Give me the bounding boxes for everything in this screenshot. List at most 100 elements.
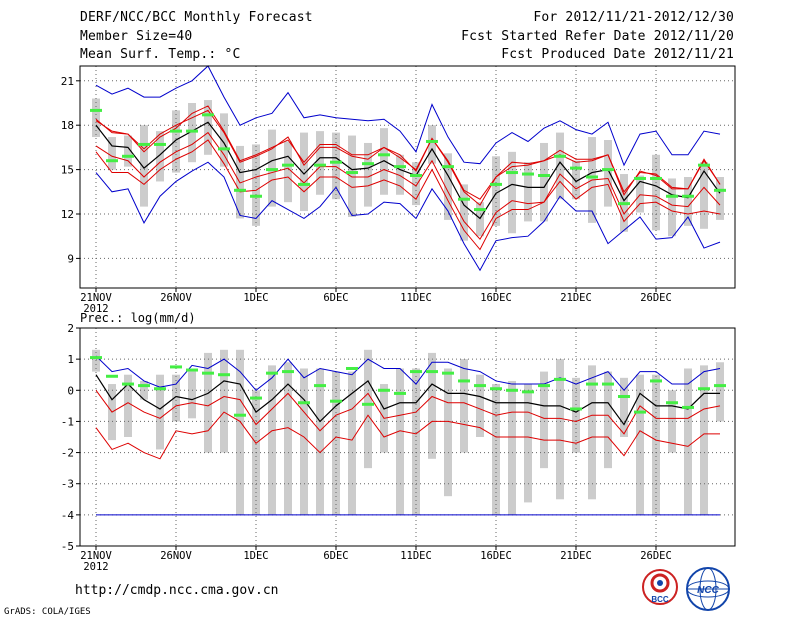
temp-spread-bar — [172, 110, 180, 173]
temp-obs-tick — [410, 174, 422, 178]
prec-obs-tick — [602, 382, 614, 386]
prec-spread-bar — [220, 349, 228, 453]
prec-spread-bar — [332, 371, 340, 515]
temp-spread-bar — [332, 132, 340, 200]
temp-spread-bar — [364, 142, 372, 207]
prec-obs-tick — [394, 391, 406, 395]
prec-spread-bar — [412, 368, 420, 515]
prec-spread-bar — [236, 349, 244, 515]
temp-xtick-year: 2012 — [83, 303, 108, 315]
temp-ytick-label: 9 — [67, 252, 74, 265]
temp-obs-tick — [378, 153, 390, 157]
temp-obs-tick — [522, 172, 534, 176]
temp-obs-tick — [138, 142, 150, 146]
prec-ytick-label: -1 — [61, 415, 74, 428]
prec-spread-bar — [620, 377, 628, 437]
temp-spread-bar — [252, 144, 260, 226]
prec-spread-bar — [572, 377, 580, 453]
prec-obs-tick — [378, 388, 390, 392]
prec-obs-tick — [122, 382, 134, 386]
temp-spread-bar — [444, 153, 452, 220]
temp-obs-tick — [362, 162, 374, 166]
prec-obs-tick — [282, 370, 294, 374]
prec-spread-bar — [524, 384, 532, 503]
temp-obs-tick — [330, 160, 342, 164]
temp-spread-bar — [348, 135, 356, 217]
temp-obs-tick — [218, 147, 230, 151]
temp-spread-bar — [204, 100, 212, 155]
prec-obs-tick — [570, 407, 582, 411]
prec-obs-tick — [250, 396, 262, 400]
prec-series-mean — [95, 374, 720, 426]
temp-spread-bar — [108, 137, 116, 170]
temp-obs-tick — [298, 182, 310, 186]
prec-spread-bar — [588, 365, 596, 500]
temp-ytick-label: 15 — [61, 164, 74, 177]
prec-ytick-label: 0 — [67, 384, 74, 397]
prec-obs-tick — [442, 371, 454, 375]
prec-spread-bar — [396, 368, 404, 515]
prec-obs-tick — [90, 356, 102, 360]
temp-obs-tick — [682, 194, 694, 198]
bcc-logo: BCC — [642, 569, 678, 605]
prec-spread-bar — [172, 374, 180, 422]
prec-xtick-label: 21NOV — [80, 550, 112, 562]
prec-spread-bar — [188, 371, 196, 419]
prec-ytick-label: -2 — [61, 447, 74, 460]
bcc-logo-text: BCC — [651, 595, 669, 604]
prec-obs-tick — [218, 373, 230, 377]
temp-obs-tick — [346, 171, 358, 175]
prec-obs-tick — [314, 384, 326, 388]
prec-spread-bar — [556, 359, 564, 500]
temp-spread-bar — [316, 131, 324, 195]
temp-obs-tick — [186, 129, 198, 133]
temp-xtick-label: 21DEC — [560, 292, 592, 304]
prec-obs-tick — [618, 395, 630, 399]
temp-obs-tick — [250, 194, 262, 198]
temp-series-mean — [95, 121, 721, 220]
temp-spread-bar — [540, 142, 548, 222]
temp-spread-bar — [684, 177, 692, 226]
prec-spread-bar — [348, 371, 356, 515]
prec-series-max — [95, 355, 721, 392]
temp-obs-tick — [506, 171, 518, 175]
prec-obs-tick — [410, 370, 422, 374]
temp-spread-bar — [156, 131, 164, 182]
prec-obs-tick — [490, 387, 502, 391]
prec-spread-bar — [684, 368, 692, 515]
temp-xtick-label: 6DEC — [323, 292, 348, 304]
temp-spread-bar — [460, 184, 468, 241]
prec-obs-tick — [170, 365, 182, 369]
temp-series-min — [95, 161, 721, 272]
temp-ytick-label: 18 — [61, 119, 74, 132]
temp-spread-bar — [220, 113, 228, 167]
prec-spread-bar — [492, 384, 500, 515]
temp-obs-tick — [266, 168, 278, 172]
temp-spread-bar — [636, 175, 644, 213]
temp-obs-tick — [474, 208, 486, 212]
prec-obs-tick — [458, 379, 470, 383]
prec-obs-tick — [474, 384, 486, 388]
temp-series-lower — [95, 131, 721, 240]
prec-obs-tick — [106, 374, 118, 378]
prec-obs-tick — [426, 370, 438, 374]
temp-spread-bar — [524, 162, 532, 222]
prec-spread-bar — [316, 368, 324, 515]
prec-xtick-label: 11DEC — [400, 550, 432, 562]
prec-spread-bar — [540, 371, 548, 469]
prec-obs-tick — [522, 390, 534, 394]
source-url[interactable]: http://cmdp.ncc.cma.gov.cn — [75, 583, 279, 598]
forecast-period: For 2012/11/21-2012/12/30 — [533, 10, 734, 25]
temp-series-upper — [95, 105, 721, 206]
temp-obs-tick — [394, 165, 406, 169]
prec-ytick-label: 1 — [67, 353, 74, 366]
prec-panel-title: Prec.: log(mm/d) — [80, 311, 196, 325]
prec-obs-tick — [506, 388, 518, 392]
temp-obs-tick — [698, 163, 710, 167]
prec-ytick-label: 2 — [67, 322, 74, 335]
fcst-started-date: Fcst Started Refer Date 2012/11/20 — [461, 29, 734, 44]
temp-xtick-label: 21NOV — [80, 292, 112, 304]
prec-xtick-label: 16DEC — [480, 550, 512, 562]
prec-spread-bar — [716, 362, 724, 422]
prec-ytick-label: -3 — [61, 478, 74, 491]
